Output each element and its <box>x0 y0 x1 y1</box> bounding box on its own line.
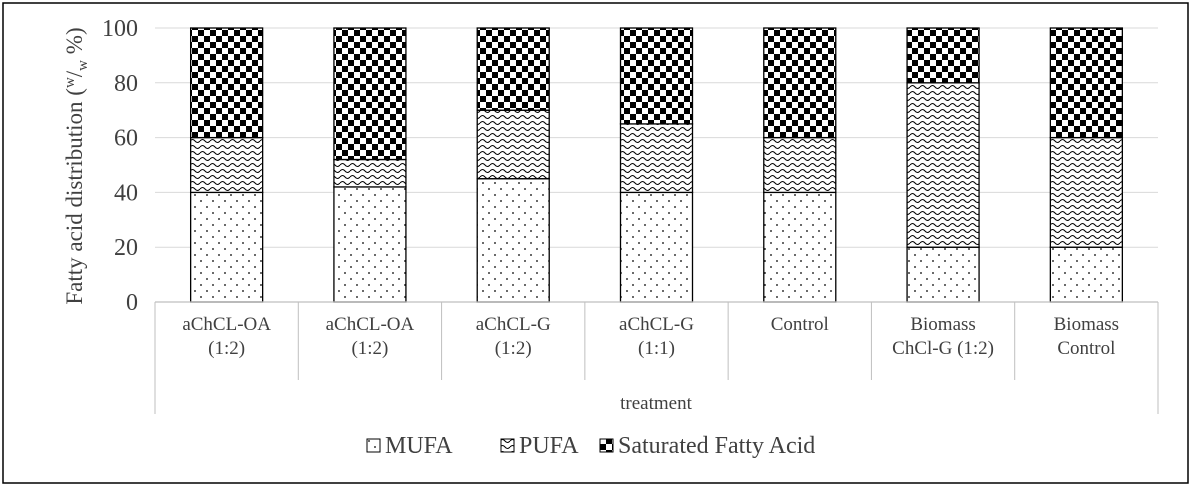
y-axis-label-tail: %) <box>62 27 87 60</box>
y-axis-label-sup: w <box>62 77 78 88</box>
bar-segment <box>763 27 837 139</box>
x-tick-label: aChCL-G <box>619 314 694 335</box>
x-tick-label: (1:2) <box>208 338 245 359</box>
bar-segment <box>619 27 694 125</box>
x-tick-label: (1:2) <box>495 338 532 359</box>
bar-segment <box>619 123 694 194</box>
bar-segment <box>906 82 980 248</box>
bar-segment <box>1049 27 1124 139</box>
bar-segment <box>333 27 407 161</box>
bar-segment <box>763 191 837 303</box>
bar-segment <box>333 186 407 303</box>
x-axis-label: treatment <box>620 393 692 414</box>
bar-segment <box>906 27 980 84</box>
y-axis-label-main: Fatty acid distribution ( <box>62 88 87 305</box>
bar-segment <box>189 27 264 139</box>
y-tick-label: 100 <box>102 16 138 42</box>
chart-frame <box>2 2 1189 484</box>
bars <box>189 27 1124 303</box>
bar-segment <box>1049 136 1124 248</box>
bar-segment <box>619 191 694 303</box>
x-tick-label: aChCL-OA <box>182 314 271 335</box>
bar-segment <box>189 136 264 194</box>
legend-swatch <box>599 438 614 453</box>
bar-segment <box>763 136 837 194</box>
y-tick-label: 40 <box>114 180 138 206</box>
y-tick-label: 80 <box>114 71 138 97</box>
bar-segment <box>1049 246 1124 303</box>
y-axis-label-sub: w <box>75 60 91 71</box>
x-tick-label: ChCl-G (1:2) <box>892 338 994 359</box>
x-tick-label: Control <box>1057 338 1115 359</box>
x-tick-label: Biomass <box>910 314 975 335</box>
bar-segment <box>476 109 550 180</box>
x-tick-label: Biomass <box>1054 314 1119 335</box>
bar-segment <box>333 158 407 188</box>
x-tick-label: aChCL-G <box>476 314 551 335</box>
bar-segment <box>476 27 550 111</box>
legend-label: MUFA <box>385 433 453 459</box>
y-tick-label: 60 <box>114 126 138 152</box>
bar-segment <box>476 178 550 303</box>
y-axis-label: Fatty acid distribution (w/w %) <box>62 27 91 304</box>
legend-label: PUFA <box>519 433 579 459</box>
bar-segment <box>906 246 980 303</box>
legend: MUFA PUFA Saturated Fatty Acid <box>366 433 815 459</box>
bar-segment <box>189 191 264 303</box>
legend-swatch <box>366 438 381 453</box>
x-tick-label: (1:2) <box>351 338 388 359</box>
y-tick-label: 0 <box>126 290 138 316</box>
x-tick-label: aChCL-OA <box>326 314 415 335</box>
y-tick-label: 20 <box>114 235 138 261</box>
x-tick-label: Control <box>771 314 829 335</box>
y-axis-label-slash: / <box>62 70 87 77</box>
legend-swatch <box>500 438 515 453</box>
x-tick-label: (1:1) <box>638 338 675 359</box>
axes: 0 20 40 60 80 100 aChCL-OA (1:2) aChCL-OA (1:2) aC… <box>102 16 1159 414</box>
legend-label: Saturated Fatty Acid <box>618 433 815 459</box>
